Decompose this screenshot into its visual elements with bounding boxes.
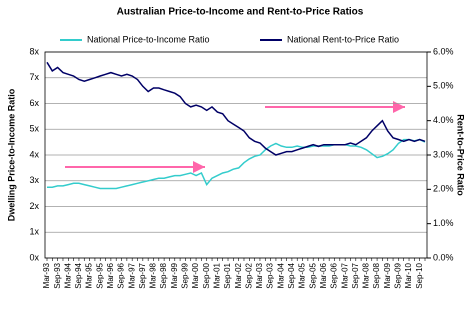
y2-axis-title: Rent-to-Price Ratio xyxy=(456,114,466,196)
x-tick-label: Sep-09 xyxy=(393,262,402,288)
x-tick-label: Mar-93 xyxy=(42,262,51,288)
x-tick-label: Sep-93 xyxy=(53,262,62,288)
y-tick-label: 4x xyxy=(29,149,39,159)
x-tick-label: Sep-03 xyxy=(266,262,275,288)
x-tick-label: Sep-00 xyxy=(202,262,211,288)
y-tick-label: 7x xyxy=(29,72,39,82)
x-tick-label: Mar-10 xyxy=(404,262,413,288)
x-tick-label: Mar-94 xyxy=(63,262,72,288)
x-tick-label: Mar-00 xyxy=(191,262,200,288)
x-tick-label: Mar-08 xyxy=(362,262,371,288)
y-tick-label: 3x xyxy=(29,175,39,185)
x-tick-label: Sep-02 xyxy=(244,262,253,288)
x-tick-label: Mar-99 xyxy=(170,262,179,288)
x-tick-label: Sep-07 xyxy=(351,262,360,288)
x-tick-label: Mar-96 xyxy=(106,262,115,288)
y-tick-label: 2x xyxy=(29,201,39,211)
y-tick-label: 6x xyxy=(29,98,39,108)
x-tick-label: Mar-03 xyxy=(255,262,264,288)
x-tick-label: Sep-94 xyxy=(74,262,83,288)
x-tick-label: Sep-97 xyxy=(138,262,147,288)
x-tick-label: Sep-10 xyxy=(415,262,424,288)
x-tick-label: Sep-99 xyxy=(181,262,190,288)
x-tick-label: Sep-96 xyxy=(117,262,126,288)
y-tick-label: 5x xyxy=(29,124,39,134)
y2-tick-label: 0.0% xyxy=(433,252,454,262)
x-tick-label: Sep-95 xyxy=(95,262,104,288)
x-tick-label: Mar-07 xyxy=(340,262,349,288)
x-tick-label: Mar-04 xyxy=(276,262,285,288)
x-tick-label: Sep-04 xyxy=(287,262,296,288)
y2-tick-label: 2.0% xyxy=(433,184,454,194)
y2-tick-label: 1.0% xyxy=(433,218,454,228)
x-tick-label: Mar-02 xyxy=(234,262,243,288)
x-tick-label: Sep-06 xyxy=(330,262,339,288)
x-tick-label: Mar-95 xyxy=(85,262,94,288)
x-tick-label: Sep-98 xyxy=(159,262,168,288)
y-tick-label: 0x xyxy=(29,252,39,262)
x-tick-label: Mar-05 xyxy=(298,262,307,288)
y2-tick-label: 4.0% xyxy=(433,115,454,125)
x-tick-label: Mar-01 xyxy=(212,262,221,288)
x-tick-label: Mar-97 xyxy=(127,262,136,288)
x-tick-label: Sep-08 xyxy=(372,262,381,288)
y-tick-label: 1x xyxy=(29,227,39,237)
x-tick-label: Sep-01 xyxy=(223,262,232,288)
x-tick-label: Mar-09 xyxy=(383,262,392,288)
plot-border xyxy=(44,51,428,259)
y2-tick-label: 5.0% xyxy=(433,81,454,91)
series-line xyxy=(47,138,426,190)
y2-tick-label: 3.0% xyxy=(433,149,454,159)
x-tick-label: Sep-05 xyxy=(308,262,317,288)
y-axis-title: Dwelling Price-to-Income Ratio xyxy=(6,88,16,221)
y2-tick-label: 6.0% xyxy=(433,46,454,56)
legend-label: National Price-to-Income Ratio xyxy=(87,34,210,44)
y-tick-label: 8x xyxy=(29,46,39,56)
x-tick-label: Mar-98 xyxy=(149,262,158,288)
chart-title: Australian Price-to-Income and Rent-to-P… xyxy=(117,7,364,18)
x-tick-label: Mar-06 xyxy=(319,262,328,288)
legend-label: National Rent-to-Price Ratio xyxy=(287,34,399,44)
series-line xyxy=(46,61,426,156)
